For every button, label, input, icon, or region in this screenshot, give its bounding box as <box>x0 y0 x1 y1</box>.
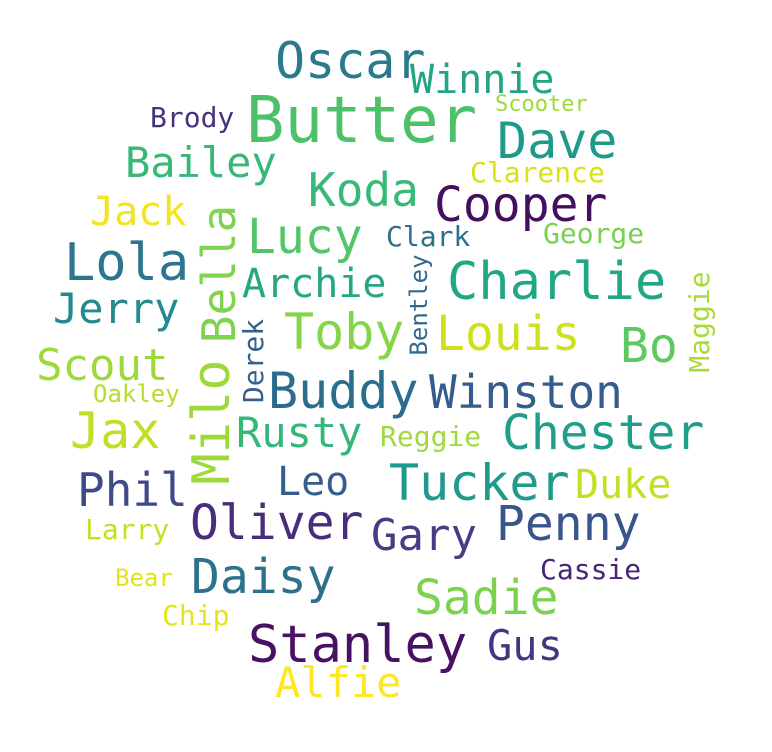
word-toby: Toby <box>284 303 405 361</box>
word-charlie: Charlie <box>447 252 667 312</box>
word-oscar: Oscar <box>275 32 426 90</box>
word-archie: Archie <box>242 261 387 307</box>
word-buddy: Buddy <box>268 362 419 420</box>
word-gary: Gary <box>371 510 477 561</box>
word-jerry: Jerry <box>53 284 180 333</box>
word-winnie: Winnie <box>410 57 555 103</box>
word-bentley: Bentley <box>405 254 433 356</box>
word-cassie: Cassie <box>540 553 642 586</box>
word-gus: Gus <box>487 621 563 670</box>
word-cooper: Cooper <box>434 177 608 233</box>
word-daisy: Daisy <box>191 549 336 605</box>
word-rusty: Rusty <box>236 408 363 457</box>
word-stanley: Stanley <box>248 615 468 675</box>
word-bella: Bella <box>192 204 246 344</box>
word-scout: Scout <box>36 340 169 391</box>
word-derek: Derek <box>237 318 270 404</box>
word-reggie: Reggie <box>380 420 482 453</box>
word-scooter: Scooter <box>495 92 588 117</box>
word-clarence: Clarence <box>470 156 605 189</box>
word-george: George <box>543 217 645 250</box>
word-oakley: Oakley <box>93 380 180 408</box>
word-koda: Koda <box>308 163 419 217</box>
word-tucker: Tucker <box>389 454 570 512</box>
word-penny: Penny <box>496 496 641 552</box>
word-sadie: Sadie <box>414 570 559 626</box>
word-jax: Jax <box>70 402 161 460</box>
word-butter: Butter <box>246 84 478 158</box>
word-larry: Larry <box>85 513 170 546</box>
word-milo: Milo <box>182 359 242 485</box>
word-louis: Louis <box>436 306 581 362</box>
word-leo: Leo <box>277 459 350 505</box>
word-dave: Dave <box>497 112 618 170</box>
word-chester: Chester <box>502 405 705 461</box>
word-maggie: Maggie <box>683 271 716 373</box>
word-brody: Brody <box>150 101 235 134</box>
word-bailey: Bailey <box>125 138 277 187</box>
word-lucy: Lucy <box>247 209 363 265</box>
word-duke: Duke <box>575 462 672 508</box>
word-lola: Lola <box>64 233 190 293</box>
word-chip: Chip <box>162 599 230 632</box>
word-winston: Winston <box>429 365 623 419</box>
word-alfie: Alfie <box>275 658 402 707</box>
word-bo: Bo <box>620 318 678 374</box>
word-bear: Bear <box>115 564 173 592</box>
word-jack: Jack <box>90 189 187 235</box>
word-oliver: Oliver <box>190 495 364 551</box>
word-phil: Phil <box>77 463 188 517</box>
word-clark: Clark <box>386 220 471 253</box>
